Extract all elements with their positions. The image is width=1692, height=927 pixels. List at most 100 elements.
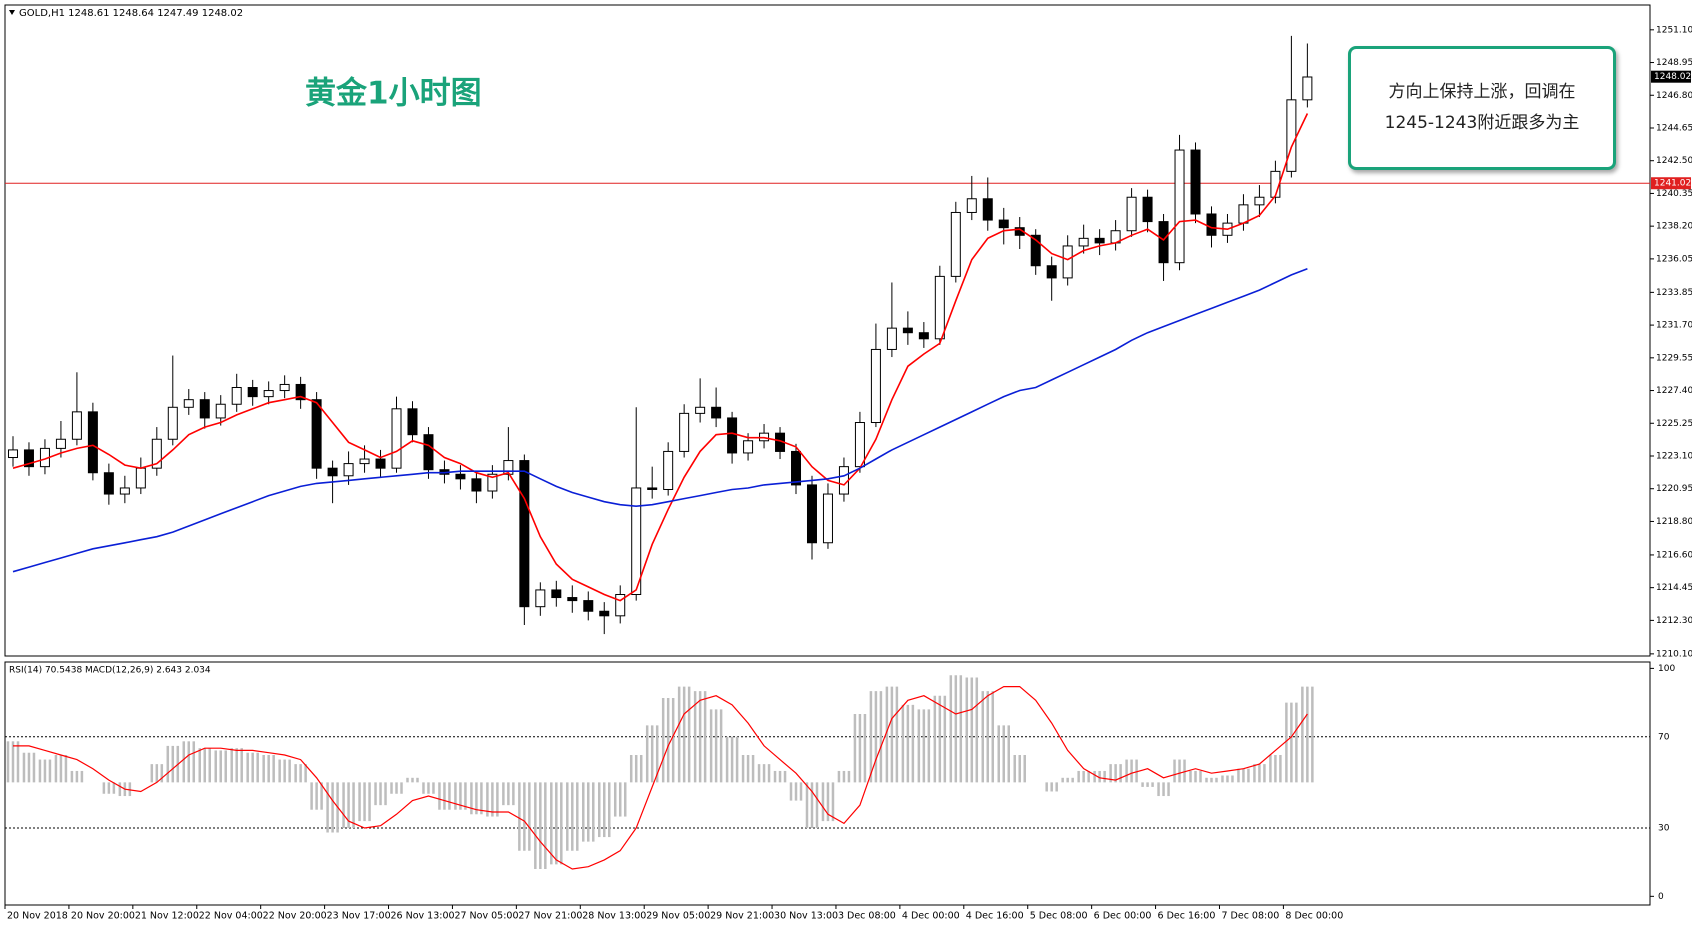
x-tick-label: 21 Nov 12:00 <box>135 911 199 922</box>
indicator-tick-label: 0 <box>1658 892 1664 902</box>
level-label: 1241.02 <box>1654 179 1691 189</box>
candle-body <box>535 589 546 608</box>
candle-body <box>1046 265 1057 279</box>
candle-body <box>455 473 466 480</box>
candle-body <box>375 458 386 469</box>
price-panel <box>4 4 1651 657</box>
level-label-box <box>1651 177 1691 190</box>
x-tick-label: 29 Nov 05:00 <box>646 911 710 922</box>
candle-body <box>71 411 82 440</box>
candle-body <box>1030 234 1041 267</box>
x-tick-label: 27 Nov 21:00 <box>518 911 582 922</box>
candle-body <box>231 387 242 405</box>
candle-body <box>1062 245 1073 279</box>
moving-average <box>12 113 1309 602</box>
x-tick-label: 4 Dec 00:00 <box>902 911 960 922</box>
x-tick-label: 7 Dec 08:00 <box>1221 911 1279 922</box>
last-price-box <box>1651 70 1691 83</box>
candle-body <box>695 406 706 414</box>
candle-body <box>647 487 658 490</box>
annotation: 方向上保持上涨，回调在 1245-1243附近跟多为主 <box>1348 46 1616 170</box>
candle-body <box>791 450 802 486</box>
candle-body <box>503 460 514 475</box>
x-tick-label: 3 Dec 08:00 <box>838 911 896 922</box>
candle-body <box>870 348 881 424</box>
candle-body <box>822 493 833 544</box>
indicator-tick-label: 30 <box>1658 823 1670 833</box>
moving-average <box>12 268 1308 573</box>
menu-arrow <box>9 10 15 15</box>
chart-title: 黄金1小时图 <box>305 76 482 112</box>
last-price-label: 1248.02 <box>1654 72 1691 82</box>
candle-body <box>934 275 945 340</box>
y-tick-label: 1231.70 <box>1656 321 1692 331</box>
y-tick-label: 1238.20 <box>1656 222 1692 232</box>
x-tick-label: 22 Nov 04:00 <box>199 911 263 922</box>
y-tick-label: 1212.30 <box>1656 616 1692 626</box>
candle-body <box>55 438 66 449</box>
candle-body <box>151 438 162 469</box>
candle-body <box>407 408 418 436</box>
candle-body <box>838 466 849 495</box>
candle-body <box>295 383 306 401</box>
y-tick-label: 1218.80 <box>1656 517 1692 527</box>
candle-body <box>1286 99 1297 172</box>
candle-body <box>487 473 498 492</box>
x-tick-label: 8 Dec 00:00 <box>1285 911 1343 922</box>
y-tick-label: 1216.60 <box>1656 550 1692 560</box>
candle-body <box>982 198 993 221</box>
candle-body <box>343 463 354 477</box>
candle-body <box>1158 221 1169 264</box>
x-tick-label: 26 Nov 13:00 <box>391 911 455 922</box>
y-tick-label: 1229.55 <box>1656 353 1692 363</box>
y-tick-label: 1242.50 <box>1656 156 1692 166</box>
y-tick-label: 1248.95 <box>1656 58 1692 68</box>
y-tick-label: 1223.10 <box>1656 451 1692 461</box>
indicator-tick-label: 70 <box>1658 732 1670 742</box>
candle-body <box>854 422 865 468</box>
candle-body <box>1302 76 1313 101</box>
header: GOLD,H1 1248.61 1248.64 1247.49 1248.02 <box>19 8 243 19</box>
indicator-tick-label: 100 <box>1658 664 1675 674</box>
candle-body <box>599 610 610 617</box>
candle-body <box>727 417 738 454</box>
candle-body <box>199 399 210 419</box>
y-tick-label: 1246.80 <box>1656 91 1692 101</box>
candle-body <box>279 383 290 392</box>
y-tick-label: 1244.65 <box>1656 123 1692 133</box>
x-tick-label: 28 Nov 13:00 <box>582 911 646 922</box>
candle-body <box>1206 213 1217 236</box>
y-tick-label: 1227.40 <box>1656 386 1692 396</box>
candle-body <box>119 487 130 495</box>
candle-body <box>583 600 594 612</box>
candle-body <box>471 478 482 492</box>
x-tick-label: 6 Dec 16:00 <box>1158 911 1216 922</box>
x-tick-label: 27 Nov 05:00 <box>454 911 518 922</box>
annotation-line: 方向上保持上涨，回调在 <box>1388 82 1576 102</box>
candle-body <box>391 408 402 469</box>
candle-body <box>215 403 226 419</box>
y-tick-label: 1233.85 <box>1656 288 1692 298</box>
candle-body <box>998 219 1009 229</box>
candle-body <box>87 411 98 474</box>
candle-body <box>615 594 626 617</box>
candle-body <box>806 484 817 544</box>
candle-body <box>1142 196 1153 223</box>
candle-body <box>1174 149 1185 264</box>
candle-body <box>423 434 434 471</box>
annotation-line: 1245-1243附近跟多为主 <box>1384 113 1580 133</box>
candle-body <box>1126 196 1137 232</box>
y-tick-label: 1236.05 <box>1656 254 1692 264</box>
y-tick-label: 1225.25 <box>1656 419 1692 429</box>
x-tick-label: 5 Dec 08:00 <box>1030 911 1088 922</box>
candle-body <box>359 458 370 465</box>
x-tick-label: 22 Nov 20:00 <box>263 911 327 922</box>
x-tick-label: 30 Nov 13:00 <box>774 911 838 922</box>
candle-body <box>902 327 913 334</box>
candle-body <box>1238 204 1249 224</box>
candle-body <box>167 406 178 440</box>
y-tick-label: 1251.10 <box>1656 25 1692 35</box>
candle-body <box>7 449 18 459</box>
candle-body <box>247 387 258 398</box>
